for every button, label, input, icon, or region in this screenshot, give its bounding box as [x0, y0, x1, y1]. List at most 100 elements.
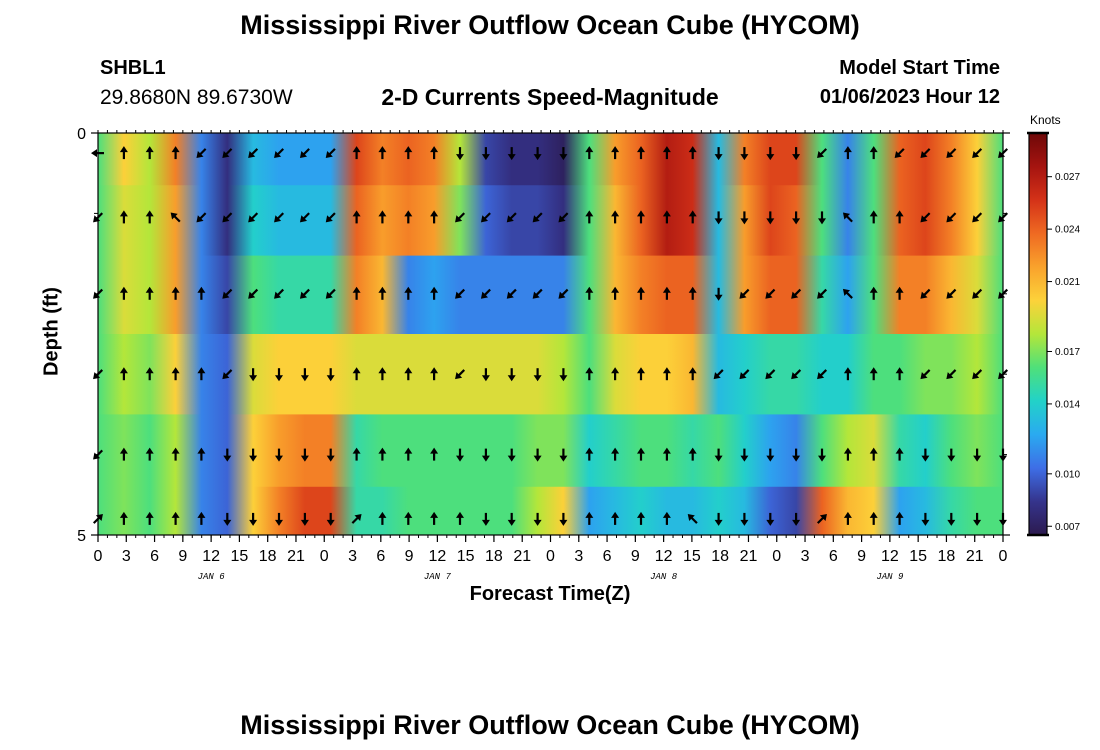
current-arrow [91, 149, 104, 158]
current-arrow [869, 286, 878, 300]
current-arrow [480, 288, 491, 299]
current-arrow [714, 448, 723, 462]
current-arrow [171, 286, 180, 300]
current-arrow [248, 288, 259, 299]
current-arrow [791, 369, 802, 380]
current-arrow [249, 368, 258, 382]
current-arrow [299, 288, 310, 299]
x-tick-label: 15 [683, 548, 701, 565]
current-arrow [481, 512, 490, 526]
x-tick-label: 6 [376, 548, 385, 565]
current-arrow [533, 368, 542, 382]
current-arrow [740, 512, 749, 526]
current-arrow [455, 212, 466, 223]
x-tick-label: 6 [829, 548, 838, 565]
current-arrow [688, 146, 697, 160]
current-arrow [275, 512, 283, 526]
current-arrow [506, 212, 517, 223]
x-tick-label: 15 [909, 548, 927, 565]
current-arrow [455, 288, 466, 299]
current-arrow [299, 212, 310, 223]
current-arrow [972, 369, 983, 380]
current-arrow [456, 511, 464, 525]
current-arrow [352, 447, 361, 461]
heatmap-layer [98, 255, 1003, 335]
current-arrow [585, 447, 594, 461]
current-arrow [585, 146, 594, 160]
current-arrow [196, 212, 207, 223]
current-arrow [817, 369, 828, 380]
current-arrow [404, 367, 413, 381]
x-tick-label: 0 [546, 548, 555, 565]
current-arrow [611, 367, 620, 381]
current-arrow [842, 212, 853, 223]
current-arrow [300, 368, 309, 382]
colorbar-tick-label: 0.007 [1055, 522, 1080, 533]
current-arrow [766, 147, 775, 161]
heatmap-layer [98, 414, 1003, 488]
current-arrow [404, 511, 413, 525]
current-arrow [481, 147, 490, 161]
current-arrow [920, 212, 931, 223]
current-arrow [921, 512, 930, 526]
x-tick-label: 9 [857, 548, 866, 565]
x-tick-label: 3 [574, 548, 583, 565]
x-tick-label: 18 [485, 548, 503, 565]
x-tick-label: 0 [999, 548, 1008, 565]
x-tick-label: 18 [259, 548, 277, 565]
current-arrow [946, 212, 957, 223]
current-arrow [352, 286, 361, 300]
current-arrow [817, 148, 828, 159]
current-arrow [145, 367, 154, 381]
current-arrow [921, 448, 930, 462]
x-axis-label: Forecast Time(Z) [469, 583, 631, 605]
colorbar-tick-label: 0.014 [1055, 399, 1080, 410]
current-arrow [430, 447, 439, 461]
current-arrow [688, 210, 697, 224]
current-arrow [352, 146, 361, 160]
current-arrow [920, 369, 931, 380]
current-arrow [765, 288, 776, 299]
x-tick-label: 21 [513, 548, 531, 565]
current-arrow [506, 288, 517, 299]
current-arrow [688, 367, 697, 381]
day-label: JAN 8 [650, 572, 678, 582]
current-arrow [145, 286, 154, 300]
current-arrow [325, 212, 336, 223]
current-arrow [766, 448, 775, 462]
station-id: SHBL1 [100, 57, 166, 79]
current-arrow [274, 288, 285, 299]
current-arrow [585, 511, 594, 525]
current-arrow [171, 447, 180, 461]
x-tick-label: 21 [966, 548, 984, 565]
current-arrow [765, 369, 776, 380]
current-arrow [119, 210, 128, 224]
current-arrow [455, 369, 466, 380]
current-arrow [325, 148, 336, 159]
current-arrow [947, 512, 956, 526]
current-arrow [430, 367, 439, 381]
x-tick-label: 15 [457, 548, 475, 565]
current-arrow [946, 148, 957, 159]
day-label: JAN 6 [198, 572, 226, 582]
current-arrow [533, 147, 542, 161]
current-arrow [895, 286, 904, 300]
current-arrow [662, 210, 671, 224]
x-tick-label: 0 [772, 548, 781, 565]
current-arrow [274, 212, 285, 223]
x-tick-label: 9 [405, 548, 414, 565]
station-coords: 29.8680N 89.6730W [100, 86, 293, 109]
current-arrow [507, 512, 516, 526]
current-arrow [351, 513, 362, 524]
current-arrow [378, 367, 387, 381]
current-arrow [559, 512, 568, 526]
heatmap-layer [98, 133, 1003, 186]
current-arrow [326, 448, 335, 462]
current-arrow [300, 512, 309, 526]
current-arrow [533, 512, 542, 526]
current-arrow [843, 511, 852, 525]
current-arrow [507, 448, 516, 462]
current-arrow [662, 367, 671, 381]
current-arrow [119, 447, 128, 461]
current-arrow [456, 147, 464, 161]
